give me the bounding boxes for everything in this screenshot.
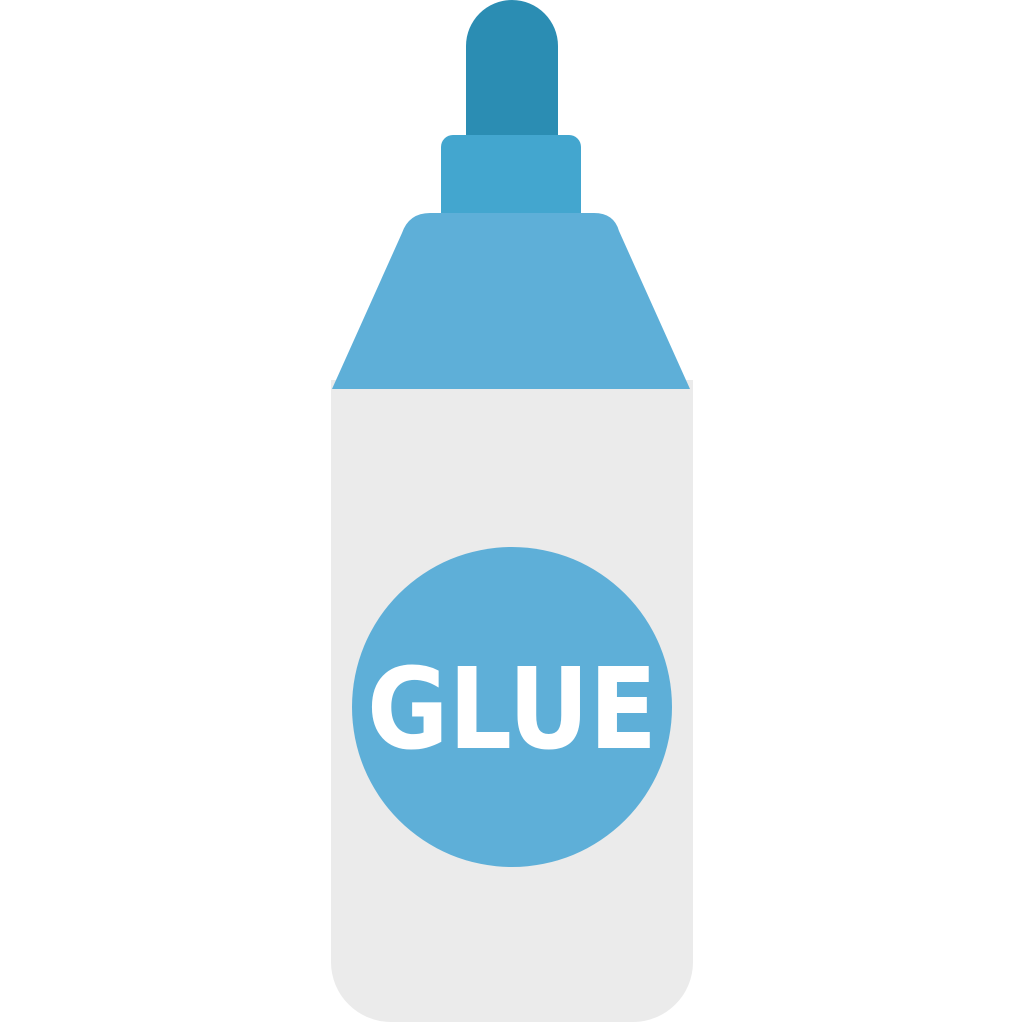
nozzle-tip (466, 0, 558, 140)
glue-label-text: GLUE (367, 645, 657, 775)
bottle-shoulder (332, 213, 690, 389)
label-circle (352, 547, 672, 867)
nozzle-collar (441, 135, 581, 225)
